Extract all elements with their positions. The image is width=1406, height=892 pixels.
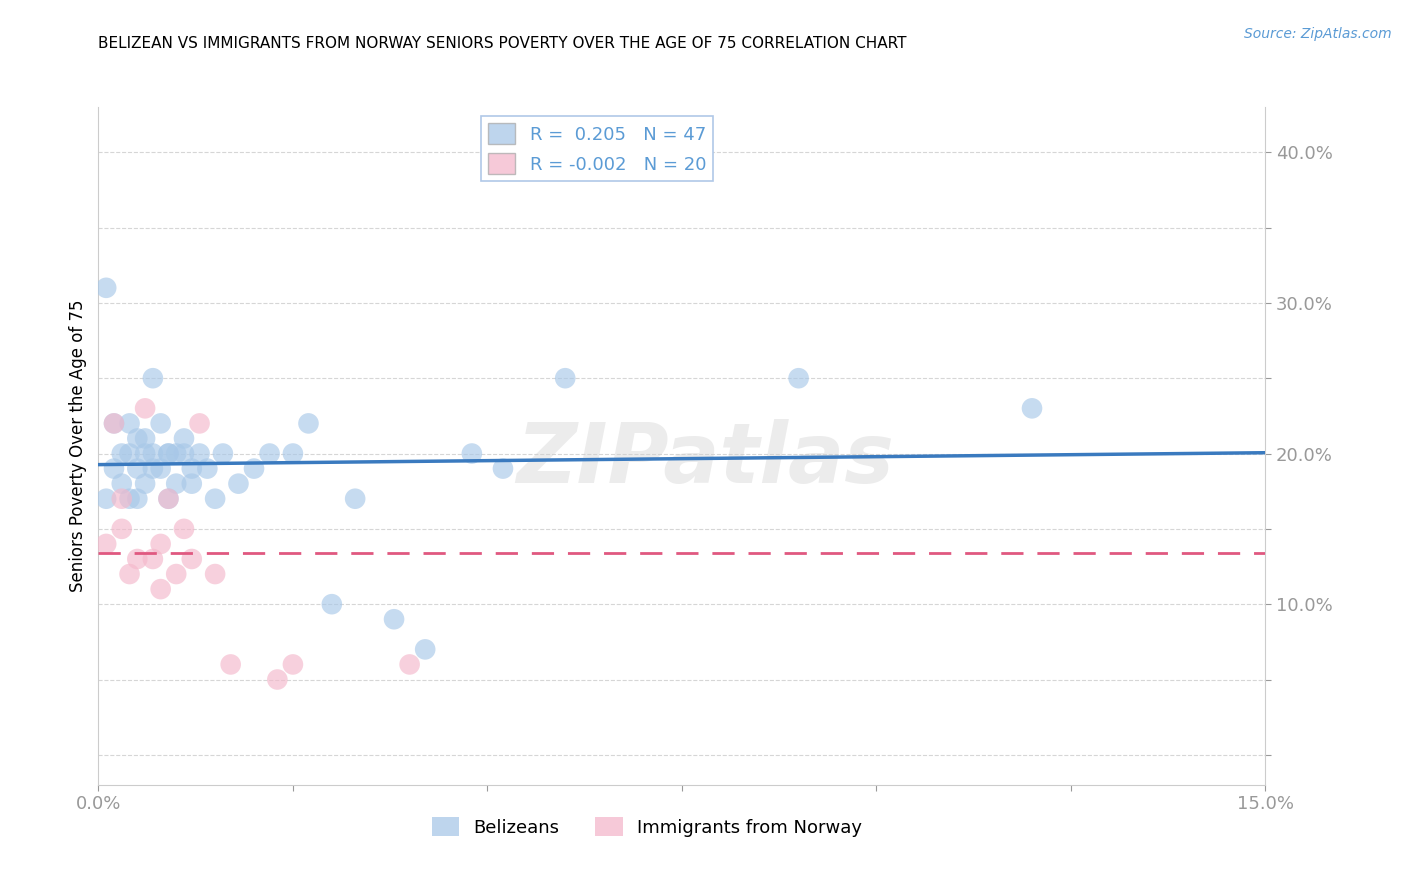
Point: [165, 446, 187, 460]
Point: [180, 552, 202, 566]
Point: [157, 491, 180, 506]
Point: [204, 491, 226, 506]
Point: [142, 552, 165, 566]
Point: [173, 432, 195, 446]
Point: [195, 461, 218, 475]
Point: [142, 461, 165, 475]
Point: [157, 491, 180, 506]
Point: [228, 476, 250, 491]
Text: ZIPatlas: ZIPatlas: [516, 419, 894, 500]
Point: [127, 491, 149, 506]
Point: [96, 491, 118, 506]
Point: [165, 476, 187, 491]
Point: [134, 446, 156, 460]
Point: [134, 476, 156, 491]
Point: [180, 476, 202, 491]
Legend: Belizeans, Immigrants from Norway: Belizeans, Immigrants from Norway: [425, 809, 869, 844]
Point: [259, 446, 281, 460]
Point: [461, 446, 484, 460]
Point: [149, 417, 172, 431]
Point: [243, 461, 266, 475]
Point: [321, 597, 343, 611]
Point: [149, 537, 172, 551]
Point: [180, 461, 202, 475]
Point: [787, 371, 810, 385]
Text: Source: ZipAtlas.com: Source: ZipAtlas.com: [1244, 27, 1392, 41]
Point: [1021, 401, 1043, 416]
Point: [127, 552, 149, 566]
Point: [103, 417, 125, 431]
Point: [157, 446, 180, 460]
Point: [212, 446, 235, 460]
Point: [134, 401, 156, 416]
Point: [103, 461, 125, 475]
Point: [398, 657, 420, 672]
Point: [96, 281, 118, 295]
Point: [111, 476, 134, 491]
Point: [118, 491, 141, 506]
Point: [127, 432, 149, 446]
Point: [219, 657, 242, 672]
Point: [165, 567, 187, 582]
Text: BELIZEAN VS IMMIGRANTS FROM NORWAY SENIORS POVERTY OVER THE AGE OF 75 CORRELATIO: BELIZEAN VS IMMIGRANTS FROM NORWAY SENIO…: [98, 36, 907, 51]
Point: [118, 446, 141, 460]
Point: [173, 446, 195, 460]
Point: [111, 522, 134, 536]
Point: [266, 673, 288, 687]
Point: [118, 417, 141, 431]
Point: [281, 657, 304, 672]
Y-axis label: Seniors Poverty Over the Age of 75: Seniors Poverty Over the Age of 75: [69, 300, 87, 592]
Point: [173, 522, 195, 536]
Point: [188, 446, 211, 460]
Point: [142, 371, 165, 385]
Point: [111, 491, 134, 506]
Point: [204, 567, 226, 582]
Point: [157, 446, 180, 460]
Point: [103, 417, 125, 431]
Point: [281, 446, 304, 460]
Point: [554, 371, 576, 385]
Point: [149, 461, 172, 475]
Point: [134, 432, 156, 446]
Point: [111, 446, 134, 460]
Point: [188, 417, 211, 431]
Point: [492, 461, 515, 475]
Point: [149, 582, 172, 596]
Point: [297, 417, 319, 431]
Point: [96, 537, 118, 551]
Point: [413, 642, 436, 657]
Point: [127, 461, 149, 475]
Point: [118, 567, 141, 582]
Point: [142, 446, 165, 460]
Point: [344, 491, 367, 506]
Point: [382, 612, 405, 626]
